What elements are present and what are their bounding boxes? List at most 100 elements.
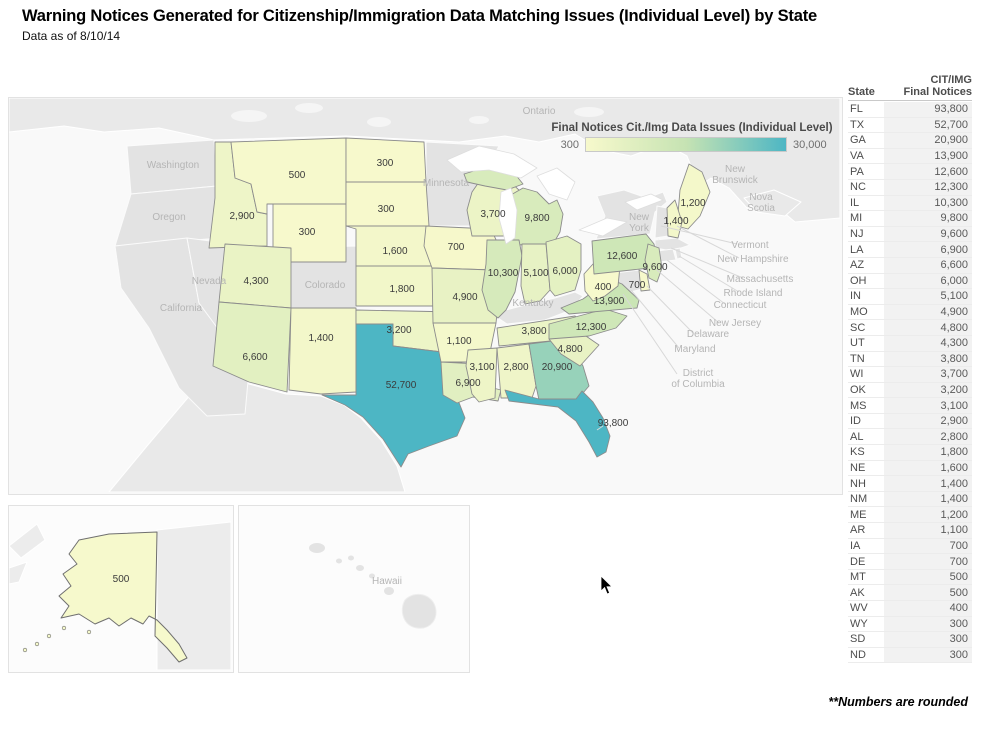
label-leader-line (678, 255, 740, 293)
state-value-label: 4,900 (452, 292, 477, 303)
table-cell-value: 13,900 (884, 148, 972, 164)
state-ME[interactable] (676, 163, 711, 230)
table-row[interactable]: MS 3,100 (848, 398, 972, 414)
table-cell-state: DE (850, 555, 866, 568)
table-row[interactable]: NJ 9,600 (848, 226, 972, 243)
table-row[interactable]: MO 4,900 (848, 304, 972, 321)
table-row[interactable]: MI 9,800 (848, 211, 972, 227)
nova-scotia-landmass (743, 189, 802, 217)
state-AL[interactable] (496, 343, 537, 399)
basemap-label: Kentucky (512, 298, 553, 309)
table-cell-state: NJ (850, 228, 864, 241)
table-row[interactable]: IL 10,300 (848, 195, 972, 212)
label-leader-line (660, 225, 738, 245)
state-value-label: 300 (378, 204, 395, 215)
basemap-label: Vermont (731, 240, 768, 251)
state-value-label: 20,900 (542, 362, 573, 373)
state-AK[interactable] (58, 531, 188, 663)
table-row[interactable]: ND 300 (848, 647, 972, 664)
table-row[interactable]: AZ 6,600 (848, 257, 972, 274)
aleutian-island (22, 647, 28, 653)
table-row[interactable]: NM 1,400 (848, 491, 972, 508)
state-NM[interactable] (288, 307, 357, 395)
table-cell-state: LA (850, 243, 864, 256)
state-DE[interactable] (638, 269, 651, 292)
state-value-label: 52,700 (386, 380, 417, 391)
table-cell-value: 6,900 (884, 242, 972, 257)
state-AZ[interactable] (212, 301, 292, 393)
state-value-label: 4,800 (557, 344, 582, 355)
state-value-label: 6,000 (552, 266, 577, 277)
table-row[interactable]: TX 52,700 (848, 117, 972, 134)
table-row[interactable]: IN 5,100 (848, 289, 972, 305)
table-row[interactable]: VA 13,900 (848, 148, 972, 165)
table-row[interactable]: ID 2,900 (848, 413, 972, 430)
table-row[interactable]: UT 4,300 (848, 335, 972, 352)
state-value-label: 2,800 (503, 362, 528, 373)
table-row[interactable]: SC 4,800 (848, 320, 972, 336)
canada-lake (469, 116, 489, 124)
table-row[interactable]: SD 300 (848, 632, 972, 648)
table-row[interactable]: MT 500 (848, 569, 972, 586)
table-row[interactable]: WY 300 (848, 616, 972, 633)
table-row[interactable]: OK 3,200 (848, 382, 972, 399)
table-cell-value: 10,300 (884, 195, 972, 211)
state-value-label: 700 (629, 280, 646, 291)
basemap-label: New York (629, 212, 650, 234)
label-leader-line (656, 269, 720, 324)
label-leader-line (670, 247, 744, 279)
table-row[interactable]: LA 6,900 (848, 242, 972, 258)
state-IL[interactable] (481, 239, 523, 319)
table-cell-state: ND (850, 649, 866, 662)
label-leader-line (630, 289, 680, 349)
table-row[interactable]: NC 12,300 (848, 179, 972, 196)
label-leader-line (596, 425, 604, 431)
table-row[interactable]: AK 500 (848, 585, 972, 601)
basemap-label: Massachusetts (727, 274, 794, 285)
table-header-citimg: CIT/IMG (930, 74, 972, 86)
table-row[interactable]: PA 12,600 (848, 164, 972, 180)
table-row[interactable]: GA 20,900 (848, 133, 972, 149)
state-value-label: 300 (299, 227, 316, 238)
table-cell-state: AZ (850, 259, 865, 272)
table-cell-value: 4,900 (884, 304, 972, 320)
table-cell-value: 9,600 (884, 226, 972, 242)
table-row[interactable]: WV 400 (848, 601, 972, 617)
table-row[interactable]: OH 6,000 (848, 273, 972, 290)
aleutian-island (34, 641, 40, 647)
basemap-label: Oregon (152, 212, 185, 223)
table-row[interactable]: WI 3,700 (848, 367, 972, 383)
state-FL[interactable] (504, 389, 611, 458)
basemap-label: Minnesota (423, 178, 470, 189)
table-row[interactable]: DE 700 (848, 554, 972, 570)
basemap-label: Nevada (192, 276, 227, 287)
state-OH[interactable] (545, 235, 582, 297)
state-value-label: 12,300 (576, 322, 607, 333)
table-row[interactable]: NE 1,600 (848, 460, 972, 477)
table-row[interactable]: AR 1,100 (848, 523, 972, 539)
state-value-label: 9,600 (642, 262, 667, 273)
table-row[interactable]: AL 2,800 (848, 429, 972, 446)
basemap-label: California (160, 303, 203, 314)
canada-lake (295, 103, 323, 113)
table-row[interactable]: FL 93,800 (848, 102, 972, 118)
state-NJ[interactable] (644, 243, 663, 283)
table-row[interactable]: KS 1,800 (848, 445, 972, 461)
table-cell-value: 1,600 (884, 460, 972, 476)
label-leader-line (676, 225, 740, 259)
table-cell-state: MS (850, 399, 867, 412)
table-header-final-notices: Final Notices (903, 86, 972, 98)
table-row[interactable]: IA 700 (848, 538, 972, 555)
table-cell-state: MT (850, 571, 866, 584)
hawaii-island (336, 558, 342, 564)
state-value-label: 1,400 (663, 216, 688, 227)
table-row[interactable]: NH 1,400 (848, 476, 972, 492)
table-row[interactable]: ME 1,200 (848, 507, 972, 524)
state-value-label: 3,100 (469, 362, 494, 373)
state-KY[interactable] (497, 291, 584, 325)
table-cell-value: 2,900 (884, 413, 972, 429)
state-WY[interactable] (272, 203, 347, 263)
table-row[interactable]: TN 3,800 (848, 351, 972, 368)
state-value-label: 10,300 (488, 268, 519, 279)
